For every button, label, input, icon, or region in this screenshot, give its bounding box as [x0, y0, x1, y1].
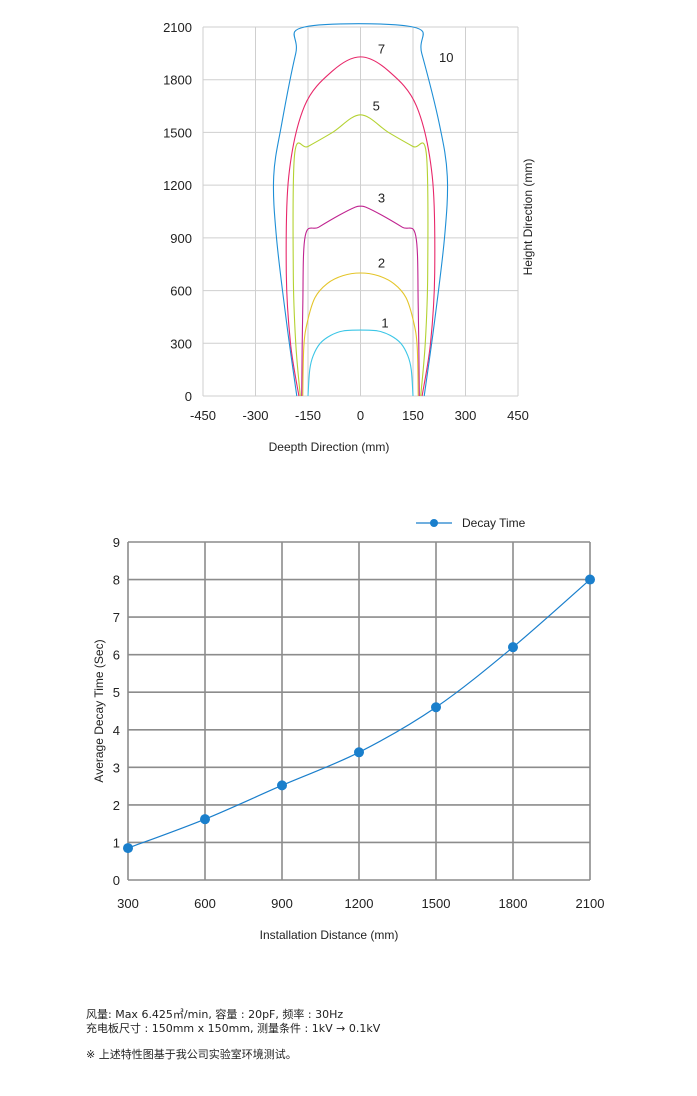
- chart2-y-tick-label: 0: [113, 873, 120, 888]
- chart2-x-tick-label: 1500: [422, 896, 451, 911]
- chart2-x-tick-label: 1800: [499, 896, 528, 911]
- chart1-y-tick-label: 600: [170, 284, 192, 299]
- chart1-series-5-line: [292, 114, 429, 397]
- chart2-y-tick-label: 3: [113, 760, 120, 775]
- chart1-curve-label: 3: [378, 191, 385, 206]
- chart1-x-tick-label: -300: [242, 408, 268, 423]
- chart1-y-tick-label: 1500: [163, 125, 192, 140]
- chart2-data-point: [277, 780, 287, 791]
- chart1-x-tick-label: 300: [455, 408, 477, 423]
- chart1-x-tick-label: -150: [295, 408, 321, 423]
- chart2-data-point: [200, 814, 210, 825]
- chart2-y-tick-label: 1: [113, 835, 120, 850]
- chart1-curve-label: 2: [378, 256, 385, 271]
- legend-marker: [430, 519, 438, 527]
- chart2-data-point: [431, 702, 441, 713]
- chart1-y-axis-label: Height Direction (mm): [521, 159, 535, 276]
- chart2-y-tick-label: 5: [113, 685, 120, 700]
- chart2-y-tick-label: 8: [113, 573, 120, 588]
- chart1-y-ticks: 0 300 600 900 1200 1500 1800 2100: [163, 20, 192, 404]
- chart2-y-tick-label: 4: [113, 723, 120, 738]
- chart1-x-tick-label: 0: [357, 408, 364, 423]
- footnote-lab-note: ※ 上述特性图基于我公司实验室环境测试。: [86, 1048, 297, 1061]
- chart1-series-10-line: [272, 23, 449, 397]
- chart2-x-tick-label: 900: [271, 896, 293, 911]
- chart2-series: [123, 574, 595, 854]
- chart2-data-point: [123, 843, 133, 854]
- chart1-series-1-line: [307, 329, 414, 397]
- chart1-y-tick-label: 0: [185, 389, 192, 404]
- chart2-data-point: [508, 642, 518, 653]
- chart2-x-tick-label: 1200: [345, 896, 374, 911]
- chart2-y-ticks: 0 1 2 3 4 5 6 7 8 9: [113, 535, 120, 888]
- chart1-y-tick-label: 1800: [163, 73, 192, 88]
- chart1-curve-label: 10: [439, 50, 453, 65]
- chart2-legend: Decay Time: [416, 516, 526, 530]
- chart1-curve-label: 1: [381, 315, 388, 330]
- chart2-data-point: [354, 747, 364, 758]
- chart1-curve-label: 5: [373, 98, 380, 113]
- chart2-x-ticks: 300 600 900 1200 1500 1800 2100: [117, 896, 604, 911]
- chart1-x-ticks: -450 -300 -150 0 150 300 450: [190, 408, 529, 423]
- footnote-test-conditions: 风量: Max 6.425㎥/min, 容量 : 20pF, 频率 : 30Hz: [86, 1008, 344, 1021]
- chart2-y-tick-label: 9: [113, 535, 120, 550]
- legend-label: Decay Time: [462, 516, 526, 530]
- chart1-series-7-line: [285, 56, 436, 397]
- chart1-x-tick-label: 450: [507, 408, 529, 423]
- chart1-x-tick-label: -450: [190, 408, 216, 423]
- chart1-y-tick-label: 300: [170, 336, 192, 351]
- chart1-curve-labels: 1 2 3 5 7 10: [373, 41, 454, 330]
- chart2-y-tick-label: 7: [113, 610, 120, 625]
- chart2-x-tick-label: 600: [194, 896, 216, 911]
- chart1-curve-label: 7: [378, 41, 385, 56]
- chart2-x-axis-label: Installation Distance (mm): [260, 928, 399, 942]
- chart1-y-tick-label: 1200: [163, 178, 192, 193]
- chart1-grid: [202, 26, 519, 397]
- chart2-grid: [127, 541, 591, 881]
- chart1-series: [272, 23, 449, 397]
- chart1-y-tick-label: 900: [170, 231, 192, 246]
- chart2-y-axis-label: Average Decay Time (Sec): [92, 639, 106, 782]
- chart2-data-point: [585, 574, 595, 585]
- chart1-series-2-line: [302, 272, 419, 397]
- chart1-x-tick-label: 150: [402, 408, 424, 423]
- height-depth-chart: 1 2 3 5 7 10 -450 -300 -150 0 150 300 450 0 300 600 90…: [163, 20, 535, 454]
- chart2-y-tick-label: 2: [113, 798, 120, 813]
- chart2-x-tick-label: 300: [117, 896, 139, 911]
- chart1-y-tick-label: 2100: [163, 20, 192, 35]
- chart2-y-tick-label: 6: [113, 648, 120, 663]
- footnote-plate-size: 充电板尺寸 : 150mm x 150mm, 测量条件 : 1kV → 0.1k…: [86, 1022, 381, 1035]
- decay-time-chart: 300 600 900 1200 1500 1800 2100 0 1 2 3 4 5 6 7 8 9 Dec…: [92, 516, 604, 942]
- chart1-series-3-line: [301, 205, 420, 397]
- chart1-x-axis-label: Deepth Direction (mm): [269, 440, 390, 454]
- chart2-x-tick-label: 2100: [576, 896, 605, 911]
